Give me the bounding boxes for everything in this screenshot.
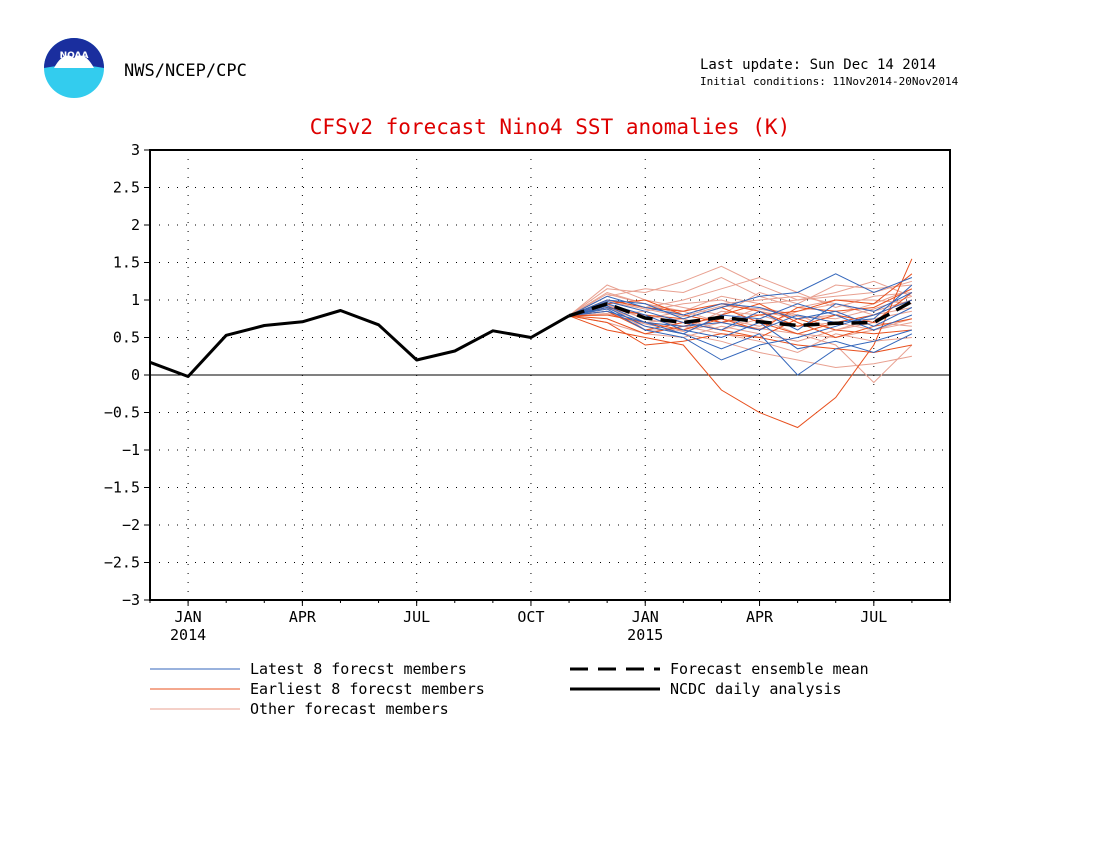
y-tick-label: 0 bbox=[131, 366, 140, 384]
y-tick-label: 1 bbox=[131, 291, 140, 309]
y-tick-label: 2.5 bbox=[113, 179, 140, 197]
x-tick-sublabel: 2014 bbox=[170, 626, 206, 644]
earliest-member-line bbox=[568, 258, 913, 429]
y-tick-label: 2 bbox=[131, 216, 140, 234]
y-tick-label: −0.5 bbox=[104, 404, 140, 422]
ensemble-mean-line bbox=[568, 299, 913, 328]
legend-label-other: Other forecast members bbox=[250, 700, 449, 718]
plot-area: 32.521.510.50−0.5−1−1.5−2−2.5−3 JAN2014A… bbox=[104, 141, 951, 644]
y-tick-label: −3 bbox=[122, 591, 140, 609]
other-member-line bbox=[568, 284, 912, 317]
noaa-logo-bird bbox=[54, 55, 94, 68]
y-tick-label: −1 bbox=[122, 441, 140, 459]
legend: Latest 8 forecst members Forecast ensemb… bbox=[150, 660, 869, 718]
earliest-member-line bbox=[568, 288, 913, 331]
last-update-label: Last update: Sun Dec 14 2014 bbox=[700, 57, 936, 73]
noaa-logo-text: NOAA bbox=[60, 51, 89, 61]
latest-member-line bbox=[568, 305, 913, 376]
noaa-logo-sky bbox=[44, 38, 104, 68]
x-tick-label: JAN bbox=[632, 608, 659, 626]
y-tick-label: −2.5 bbox=[104, 554, 140, 572]
noaa-logo: NOAA bbox=[44, 38, 104, 98]
y-axis: 3 2.5 2 1.5 1 0.5 0 −0.5 −1 −1.5 −2 −2.5 −3 bbox=[104, 141, 150, 609]
other-member-line bbox=[568, 280, 913, 317]
y-tick-label: −2 bbox=[122, 516, 140, 534]
x-tick-label: JUL bbox=[860, 608, 887, 626]
agency-label: NWS/NCEP/CPC bbox=[124, 61, 247, 81]
x-tick-label: JUL bbox=[403, 608, 430, 626]
legend-label-latest: Latest 8 forecst members bbox=[250, 660, 467, 678]
y-tick-label: −1.5 bbox=[104, 479, 140, 497]
latest-member-line bbox=[568, 295, 913, 327]
y-tick-label: 0.5 bbox=[113, 329, 140, 347]
analysis-line bbox=[149, 309, 570, 378]
initial-conditions-label: Initial conditions: 11Nov2014-20Nov2014 bbox=[700, 75, 959, 88]
x-tick-label: OCT bbox=[517, 608, 544, 626]
x-tick-label: APR bbox=[289, 608, 317, 626]
ensemble-mean-group bbox=[568, 299, 913, 328]
y-tick-label: 1.5 bbox=[113, 254, 140, 272]
analysis-group bbox=[149, 309, 570, 378]
x-tick-sublabel: 2015 bbox=[627, 626, 663, 644]
y-tick-label: 3 bbox=[131, 141, 140, 159]
x-tick-label: JAN bbox=[175, 608, 202, 626]
legend-label-mean: Forecast ensemble mean bbox=[670, 660, 869, 678]
legend-label-earliest: Earliest 8 forecst members bbox=[250, 680, 485, 698]
x-tick-label: APR bbox=[746, 608, 774, 626]
earliest-members-group bbox=[568, 258, 913, 429]
legend-label-analysis: NCDC daily analysis bbox=[670, 680, 842, 698]
chart-title: CFSv2 forecast Nino4 SST anomalies (K) bbox=[310, 115, 790, 139]
earliest-member-line bbox=[568, 303, 912, 339]
